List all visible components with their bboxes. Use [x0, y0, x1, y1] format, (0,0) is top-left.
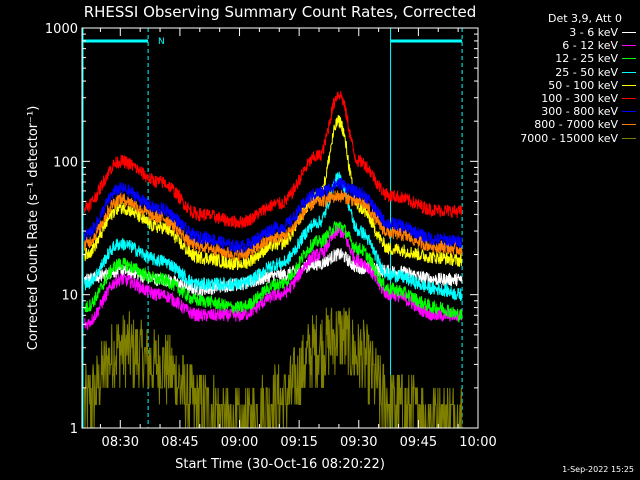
series-line-7: [84, 190, 463, 262]
marker-label: N: [158, 37, 165, 47]
legend-rows: 3 - 6 keV 6 - 12 keV 12 - 25 keV 25 - 50 ke…: [478, 26, 638, 145]
legend-label: 25 - 50 keV: [555, 65, 618, 79]
axes: 1 10 100 1000 08:30 08:45 09:00 09:15 09:30 09:45…: [45, 22, 497, 450]
series-line-4: [84, 114, 463, 271]
legend-swatch: [622, 98, 636, 100]
x-tick-label: 08:45: [161, 435, 198, 450]
legend-swatch: [622, 71, 636, 73]
legend-entry: 800 - 7000 keV: [478, 118, 638, 131]
x-tick-label: 10:00: [459, 435, 496, 450]
legend-swatch: [622, 84, 636, 86]
x-axis-label: Start Time (30-Oct-16 08:20:22): [175, 457, 385, 472]
legend-label: 800 - 7000 keV: [534, 118, 618, 132]
legend-swatch: [622, 137, 636, 139]
timestamp: 1-Sep-2022 15:25: [562, 465, 634, 474]
legend-label: 300 - 800 keV: [541, 105, 618, 119]
y-tick-label: 100: [53, 155, 78, 170]
x-tick-label: 09:30: [340, 435, 377, 450]
plot-frame: [81, 27, 479, 429]
legend-label: 12 - 25 keV: [555, 52, 618, 66]
legend-entry: 12 - 25 keV: [478, 52, 638, 65]
legend-swatch: [622, 124, 636, 126]
x-tick-label: 09:45: [400, 435, 437, 450]
legend-entry: 100 - 300 keV: [478, 92, 638, 105]
legend-entry: 3 - 6 keV: [478, 26, 638, 39]
legend-entry: 50 - 100 keV: [478, 79, 638, 92]
legend-label: 6 - 12 keV: [562, 39, 618, 53]
legend-entry: 25 - 50 keV: [478, 66, 638, 79]
legend-swatch: [622, 45, 636, 47]
y-tick-label: 1000: [45, 22, 78, 37]
legend: Det 3,9, Att 0 3 - 6 keV 6 - 12 keV 12 - 2…: [478, 12, 638, 145]
legend-swatch: [622, 111, 636, 113]
y-tick-label: 10: [61, 289, 78, 304]
legend-swatch: [622, 58, 636, 60]
chart-title: RHESSI Observing Summary Count Rates, Co…: [84, 3, 477, 21]
legend-entry: 6 - 12 keV: [478, 39, 638, 52]
legend-entry: 7000 - 15000 keV: [478, 132, 638, 145]
y-tick-label: 1: [70, 422, 78, 437]
series-line-5: [84, 90, 463, 229]
series-line-1: [84, 224, 463, 330]
y-axis-label: Corrected Count Rate (s⁻¹ detector⁻¹): [26, 106, 41, 351]
series-line-2: [84, 221, 463, 323]
series-line-8: [84, 307, 463, 429]
x-tick-label: 08:30: [102, 435, 139, 450]
series-line-3: [84, 171, 463, 301]
legend-swatch: [622, 32, 636, 34]
legend-label: 50 - 100 keV: [548, 78, 618, 92]
series-line-6: [84, 177, 463, 255]
legend-label: 7000 - 15000 keV: [520, 131, 618, 145]
legend-entry: 300 - 800 keV: [478, 105, 638, 118]
plot-marks: [82, 28, 463, 429]
legend-label: 3 - 6 keV: [569, 26, 618, 39]
legend-title: Det 3,9, Att 0: [548, 12, 622, 25]
legend-label: 100 - 300 keV: [541, 91, 618, 105]
x-tick-label: 09:00: [221, 435, 258, 450]
x-tick-label: 09:15: [280, 435, 317, 450]
